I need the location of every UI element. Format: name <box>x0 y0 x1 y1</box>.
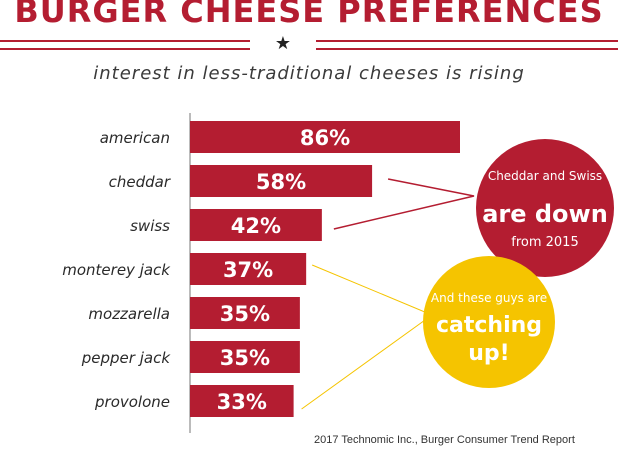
bar-provolone <box>190 385 294 417</box>
connector-down <box>333 178 475 230</box>
title-rule-right-top <box>316 40 618 42</box>
value-label-american: 86% <box>300 126 350 150</box>
category-label-monterey-jack: monterey jack <box>62 261 171 279</box>
callout-up-line-3: up! <box>468 341 509 366</box>
connector-up <box>301 264 434 410</box>
value-label-swiss: 42% <box>231 214 281 238</box>
category-label-provolone: provolone <box>94 393 170 411</box>
bar-pepper-jack <box>190 341 300 373</box>
title-rule-left-top <box>0 40 250 42</box>
value-label-provolone: 33% <box>217 390 267 414</box>
callout-down-line-1: Cheddar and Swiss <box>488 169 602 183</box>
callout-up-line-2: catching <box>436 313 542 338</box>
category-label-mozzarella: mozzarella <box>88 305 170 323</box>
title-rule-left-bottom <box>0 48 250 50</box>
bar-swiss <box>190 209 322 241</box>
value-label-mozzarella: 35% <box>220 302 270 326</box>
bar-monterey-jack <box>190 253 307 285</box>
value-label-cheddar: 58% <box>256 170 306 194</box>
category-label-swiss: swiss <box>130 217 170 235</box>
callout-bubble-down <box>476 139 614 277</box>
chart-title: BURGER CHEESE PREFERENCES <box>14 0 604 30</box>
callout-down-line-2: are down <box>482 200 608 228</box>
value-label-pepper-jack: 35% <box>220 346 270 370</box>
source-note: 2017 Technomic Inc., Burger Consumer Tre… <box>314 434 575 446</box>
chart-subtitle: interest in less-traditional cheeses is … <box>93 63 525 84</box>
callout-up-line-1: And these guys are <box>431 291 547 305</box>
title-rule-right-bottom <box>316 48 618 50</box>
bar-cheddar <box>190 165 373 197</box>
value-label-monterey-jack: 37% <box>223 258 273 282</box>
category-label-pepper-jack: pepper jack <box>81 349 172 367</box>
category-label-cheddar: cheddar <box>109 173 171 191</box>
bar-mozzarella <box>190 297 300 329</box>
callout-bubble-up <box>423 256 555 388</box>
bar-american <box>190 121 460 153</box>
category-label-american: american <box>100 129 170 147</box>
star-icon: ★ <box>274 33 292 53</box>
callout-down-line-3: from 2015 <box>511 235 578 250</box>
